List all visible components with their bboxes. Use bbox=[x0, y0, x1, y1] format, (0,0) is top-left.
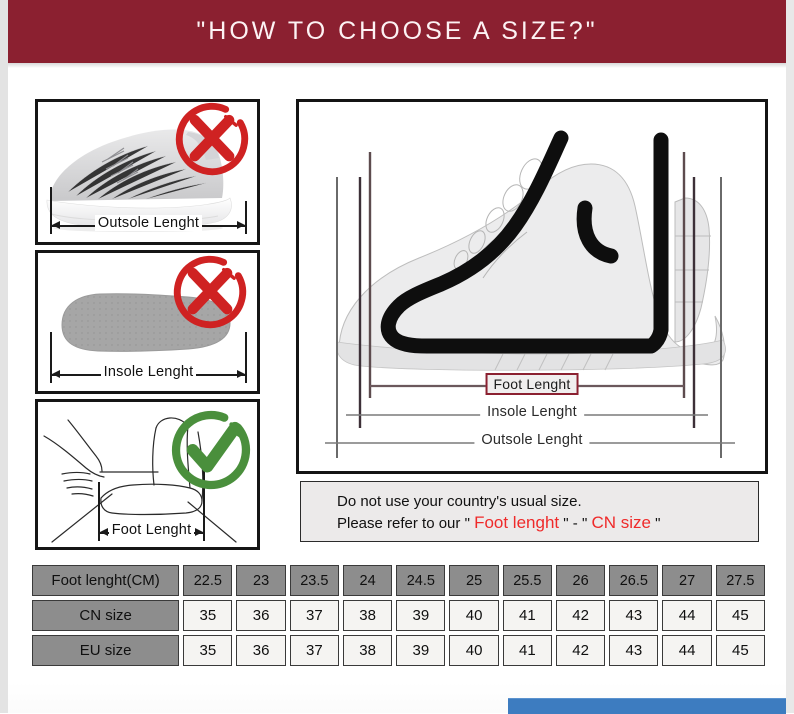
measurement-insole: Insole Lenght bbox=[50, 364, 247, 384]
table-cell: 37 bbox=[289, 635, 339, 666]
table-row-foot-lenght: Foot lenght(CM) 22.5 23 23.5 24 24.5 25 … bbox=[32, 565, 765, 596]
note-box: Do not use your country's usual size. Pl… bbox=[300, 481, 759, 542]
table-cell: 39 bbox=[396, 600, 446, 631]
table-cell: 22.5 bbox=[183, 565, 233, 596]
table-cell: 27.5 bbox=[715, 565, 765, 596]
panel-foot: Foot Lenght bbox=[35, 399, 260, 550]
measure-cap-left bbox=[98, 524, 100, 541]
green-check-icon bbox=[165, 404, 257, 496]
table-cell: 24 bbox=[342, 565, 393, 596]
note-mid: " - " bbox=[559, 515, 592, 532]
main-measurement-diagram: Foot Lenght Insole Lenght Outsole Lenght bbox=[296, 99, 768, 474]
page-gutter-right bbox=[786, 0, 794, 713]
red-x-icon bbox=[167, 253, 253, 335]
table-cell: 38 bbox=[342, 635, 393, 666]
size-table: Foot lenght(CM) 22.5 23 23.5 24 24.5 25 … bbox=[32, 565, 765, 670]
measure-arrow-right-icon bbox=[237, 370, 245, 378]
table-cell: 38 bbox=[342, 600, 393, 631]
panel-outsole-label: Outsole Lenght bbox=[94, 215, 203, 231]
measure-tick-right bbox=[245, 332, 247, 376]
panel-insole-label: Insole Lenght bbox=[100, 364, 197, 380]
table-cell: 37 bbox=[289, 600, 339, 631]
diagram-label-insole-lenght: Insole Lenght bbox=[480, 404, 584, 420]
panel-insole: Insole Lenght bbox=[35, 250, 260, 394]
table-row-label: Foot lenght(CM) bbox=[32, 565, 180, 596]
table-cell: 40 bbox=[449, 635, 499, 666]
table-cell: 43 bbox=[609, 600, 659, 631]
table-cell: 26.5 bbox=[609, 565, 659, 596]
bottom-action-bar[interactable] bbox=[508, 698, 786, 714]
page-gutter-left bbox=[0, 0, 8, 713]
note-highlight-foot-lenght: Foot lenght bbox=[474, 513, 560, 532]
table-cell: 40 bbox=[449, 600, 499, 631]
measure-arrow-left-icon bbox=[52, 221, 60, 229]
table-cell: 24.5 bbox=[396, 565, 446, 596]
measurement-outsole: Outsole Lenght bbox=[50, 215, 247, 235]
measure-cap-right bbox=[245, 217, 247, 234]
table-cell: 36 bbox=[236, 600, 286, 631]
table-cell: 41 bbox=[502, 635, 552, 666]
measure-tick-right bbox=[203, 470, 205, 534]
note-prefix: Please refer to our " bbox=[337, 515, 475, 532]
table-cell: 39 bbox=[396, 635, 446, 666]
table-cell: 25 bbox=[449, 565, 499, 596]
measure-cap-right bbox=[203, 524, 205, 541]
diagram-label-foot-lenght: Foot Lenght bbox=[485, 373, 579, 395]
table-cell: 23.5 bbox=[289, 565, 339, 596]
diagram-label-outsole-lenght: Outsole Lenght bbox=[474, 432, 590, 448]
banner-shadow bbox=[8, 63, 786, 68]
table-row-eu-size: EU size 35 36 37 38 39 40 41 42 43 44 45 bbox=[32, 635, 765, 666]
panel-foot-label: Foot Lenght bbox=[108, 522, 195, 538]
table-cell: 36 bbox=[236, 635, 286, 666]
table-row-label: CN size bbox=[32, 600, 180, 631]
measure-tick-left bbox=[98, 482, 100, 534]
table-cell: 25.5 bbox=[502, 565, 552, 596]
table-cell: 26 bbox=[555, 565, 606, 596]
table-cell: 43 bbox=[609, 635, 659, 666]
table-cell: 42 bbox=[555, 600, 606, 631]
note-line-2: Please refer to our " Foot lenght " - " … bbox=[337, 512, 758, 534]
table-cell: 27 bbox=[662, 565, 712, 596]
table-cell: 41 bbox=[502, 600, 552, 631]
measure-arrow-right-icon bbox=[237, 221, 245, 229]
measure-cap-right bbox=[245, 366, 247, 383]
measure-tick-left bbox=[50, 332, 52, 376]
measure-arrow-right-icon bbox=[195, 528, 203, 536]
table-row-label: EU size bbox=[32, 635, 180, 666]
table-cell: 44 bbox=[662, 635, 712, 666]
note-line-1: Do not use your country's usual size. bbox=[337, 493, 582, 510]
note-suffix: " bbox=[650, 515, 661, 532]
panel-outsole: Outsole Lenght bbox=[35, 99, 260, 245]
table-cell: 35 bbox=[183, 600, 233, 631]
note-highlight-cn-size: CN size bbox=[591, 513, 651, 532]
header-banner: "HOW TO CHOOSE A SIZE?" bbox=[8, 0, 786, 63]
measure-arrow-left-icon bbox=[52, 370, 60, 378]
red-x-icon bbox=[169, 102, 255, 182]
table-cell: 35 bbox=[183, 635, 233, 666]
page-title: "HOW TO CHOOSE A SIZE?" bbox=[196, 17, 598, 45]
table-row-cn-size: CN size 35 36 37 38 39 40 41 42 43 44 45 bbox=[32, 600, 765, 631]
table-cell: 45 bbox=[715, 600, 765, 631]
table-cell: 45 bbox=[715, 635, 765, 666]
measure-cap-left bbox=[50, 366, 52, 383]
table-cell: 23 bbox=[236, 565, 286, 596]
measure-cap-left bbox=[50, 217, 52, 234]
table-cell: 44 bbox=[662, 600, 712, 631]
table-cell: 42 bbox=[555, 635, 606, 666]
measure-arrow-left-icon bbox=[100, 528, 108, 536]
measure-tick-left bbox=[50, 187, 52, 227]
measure-tick-right bbox=[245, 201, 247, 227]
measurement-foot: Foot Lenght bbox=[98, 522, 205, 542]
